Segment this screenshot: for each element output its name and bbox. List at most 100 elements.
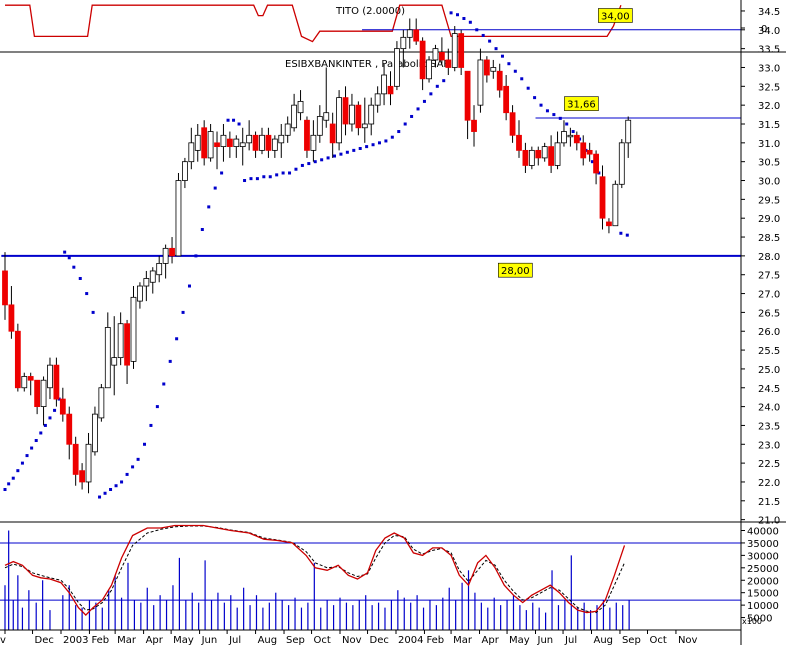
price-panel: 34,00 31,66 28,00 ESIBXBANKINTER , Paraboli… [1,7,780,527]
reference-line-label-box [564,96,599,111]
candle-body [567,134,574,138]
candle-body [438,52,445,61]
candle-body [503,85,510,114]
sar-dot [416,107,420,111]
candle-body [336,97,342,144]
sar-dot [442,79,446,83]
candle-body [381,74,387,95]
sar-dot [435,84,439,88]
sar-dot [475,28,479,32]
volume-axis-tick-label: 40000 [747,527,779,538]
x-axis-tick-label: Oct [649,635,666,645]
volume-axis-tick-label: 25000 [747,564,779,575]
x-axis-tick-label: 2004 [398,635,423,645]
candle-body [374,93,381,106]
candle-body [66,413,73,445]
sar-dot [625,233,629,237]
sar-dot [619,231,623,235]
volume-axis-tick-label: 20000 [747,576,779,587]
price-axis-tick-label: 24.5 [758,384,780,395]
candle-body [400,36,407,50]
sar-dot [143,442,147,446]
x-axis-tick-label: Oct [314,635,331,645]
candle-body [53,364,60,400]
sar-dot [103,491,107,495]
candle-body [214,142,220,148]
candle-body [394,48,400,87]
candle-body [593,153,599,174]
reference-line-label: 34,00 [601,11,630,22]
x-axis-tick-label: Nov [678,635,698,645]
sar-dot [149,423,153,427]
sar-dot [43,423,47,427]
volume-axis-tick-label: 10000 [747,601,779,612]
sar-dot [545,109,549,113]
sar-dot [397,130,401,134]
price-axis-tick-label: 34.0 [758,26,780,37]
price-axis-tick-label: 28.5 [758,233,780,244]
candle-body [310,134,317,151]
sar-dot [20,461,24,465]
sar-dot [53,408,57,412]
candle-body [181,161,188,181]
candle-body [265,134,272,151]
candle-body [297,100,304,114]
candle-body [625,119,632,144]
candle-body [368,104,375,125]
candle-body [34,379,41,407]
candle-body [124,323,130,366]
price-axis-tick-label: 32.0 [758,101,780,112]
sar-dot [300,163,304,167]
price-axis-tick-label: 27.5 [758,271,780,282]
volume-axis-tick-label: 5000 [747,614,772,625]
candle-body [40,379,47,407]
price-axis-tick-label: 30.0 [758,177,780,188]
candle-body [284,123,291,136]
volume-axis-tick-label: 35000 [747,539,779,550]
candle-body [85,443,92,483]
candle-body [271,138,278,151]
sar-dot [294,167,298,171]
x-axis-tick-label: Aug [258,635,278,645]
x-axis-tick-label: Jul [564,635,577,645]
candle-body [387,85,394,95]
sar-dot [109,487,113,491]
candle-body [323,112,330,121]
price-axis-tick-label: 23.0 [758,440,780,451]
indicator-line [5,4,622,43]
sar-dot [468,20,472,24]
candle-body [477,59,484,106]
candle-body [406,29,413,38]
candle-body [349,104,355,125]
sar-dot [352,148,356,152]
candle-body [278,134,285,144]
x-axis-tick-label: Jul [228,635,241,645]
x-axis-tick-label: Mar [453,635,473,645]
x-axis-tick-label: Jun [201,635,218,645]
price-axis-tick-label: 25.0 [758,365,780,376]
sar-dot [377,141,381,145]
sar-dot [136,457,140,461]
price-axis-tick-label: 22.5 [758,459,780,470]
sar-dot [181,310,185,314]
sar-dot [207,205,211,209]
candle-body [47,364,53,389]
price-axis-tick-label: 22.0 [758,478,780,489]
candle-body [573,134,580,144]
candle-body [72,443,79,475]
candle-body [79,470,85,483]
sar-dot [268,175,272,179]
candle-body [612,183,619,227]
sar-dot [232,118,236,122]
candle-body [522,149,529,166]
sar-dot [533,96,537,100]
sar-dot [422,99,426,103]
sar-dot [98,495,102,499]
sar-dot [220,171,224,175]
x-axis-tick-label: Nov [342,635,362,645]
indicator-panel: TITO (2.0000) 0 [0,4,786,53]
reference-line-label: 31,66 [567,100,596,111]
sar-dot [571,130,575,134]
price-axis-tick-label: 23.5 [758,421,780,432]
